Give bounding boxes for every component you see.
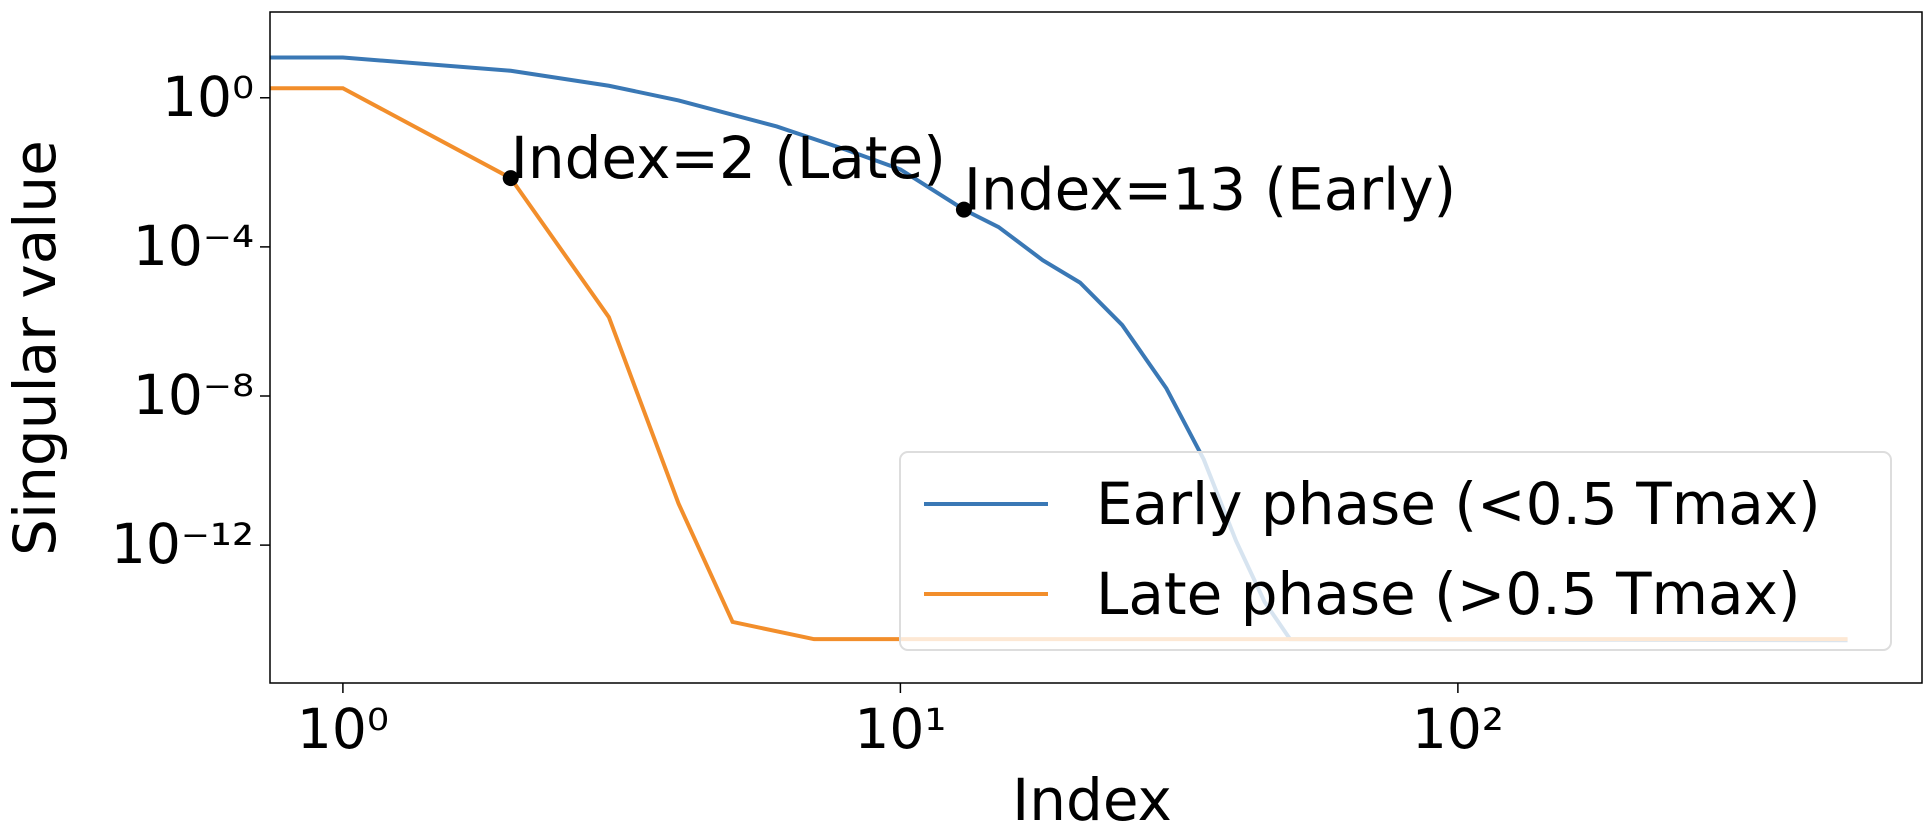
x-axis-label: Index	[1012, 766, 1172, 834]
y-tick-label: 10⁻⁸	[133, 363, 254, 427]
y-tick-label: 10⁻⁴	[133, 214, 254, 278]
legend-label: Late phase (>0.5 Tmax)	[1096, 560, 1801, 628]
x-tick-label: 10²	[1412, 697, 1504, 761]
legend-box	[899, 451, 1892, 651]
annotation-text: Index=13 (Early)	[964, 156, 1456, 224]
y-tick-label: 10⁰	[162, 65, 254, 129]
y-tick-label: 10⁻¹²	[111, 512, 254, 576]
legend-label: Early phase (<0.5 Tmax)	[1096, 470, 1821, 538]
line-series	[270, 86, 1848, 642]
plot-frame	[269, 11, 1923, 684]
annotation-text: Index=2 (Late)	[511, 124, 946, 192]
annotation-marker	[955, 201, 972, 218]
x-tick-label: 10¹	[854, 697, 946, 761]
x-tick-label: 10⁰	[297, 697, 389, 761]
y-axis-label: Singular value	[1, 140, 69, 556]
annotation-marker	[502, 170, 519, 187]
